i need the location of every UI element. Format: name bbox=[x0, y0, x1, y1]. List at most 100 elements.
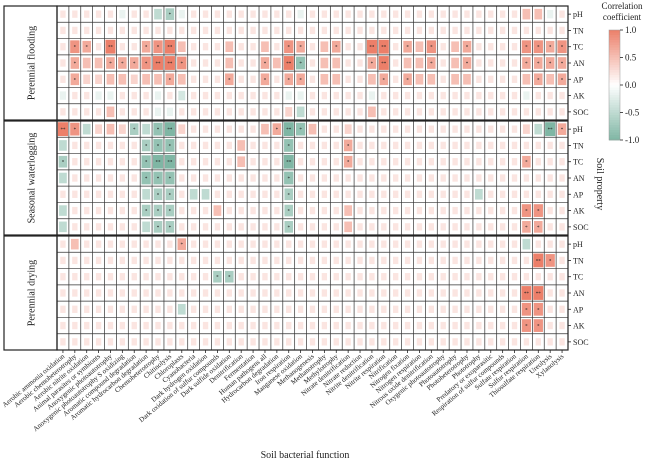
heatmap-cell bbox=[155, 305, 161, 313]
heatmap-mark bbox=[250, 125, 256, 133]
heatmap-cell bbox=[416, 305, 423, 313]
heatmap-mark bbox=[72, 338, 78, 346]
heatmap-mark bbox=[547, 289, 553, 297]
colorbar-step bbox=[609, 110, 620, 113]
heatmap-mark bbox=[131, 273, 137, 281]
heatmap-mark bbox=[72, 256, 78, 265]
heatmap-mark bbox=[119, 91, 126, 100]
heatmap-mark bbox=[284, 221, 293, 233]
significance-mark: * bbox=[145, 144, 148, 149]
heatmap-cell bbox=[179, 289, 185, 297]
heatmap-mark bbox=[452, 108, 458, 116]
heatmap-cell bbox=[202, 321, 209, 330]
heatmap-cell bbox=[261, 123, 269, 135]
heatmap-mark bbox=[545, 122, 556, 137]
heatmap-cell bbox=[535, 190, 541, 198]
panel-1: Perennial flooding** * ** * * ** * * * ** ** * * * * * *… bbox=[3, 5, 589, 121]
heatmap-cell bbox=[190, 10, 197, 18]
heatmap-mark bbox=[154, 91, 162, 100]
heatmap-cell bbox=[333, 174, 339, 182]
heatmap-cell bbox=[95, 91, 102, 100]
heatmap-mark bbox=[178, 124, 186, 134]
heatmap-mark bbox=[250, 43, 256, 51]
heatmap-cell bbox=[286, 305, 292, 313]
heatmap-cell bbox=[499, 305, 506, 313]
heatmap-mark bbox=[226, 190, 232, 198]
heatmap-mark bbox=[321, 91, 328, 100]
heatmap-mark bbox=[60, 338, 66, 346]
heatmap-cell bbox=[357, 91, 363, 100]
heatmap-cell bbox=[511, 338, 518, 346]
significance-mark: * bbox=[561, 128, 564, 133]
heatmap-cell bbox=[118, 73, 127, 85]
colorbar-title-line1: Correlation bbox=[602, 1, 643, 11]
heatmap-mark bbox=[309, 43, 316, 51]
heatmap-cell bbox=[296, 106, 305, 118]
heatmap-mark bbox=[428, 305, 435, 313]
row-label: TN bbox=[573, 256, 584, 265]
heatmap-mark bbox=[297, 305, 304, 313]
heatmap-mark bbox=[357, 321, 363, 330]
heatmap-cell bbox=[321, 26, 328, 35]
heatmap-mark bbox=[250, 141, 256, 150]
heatmap-cell bbox=[226, 125, 232, 133]
heatmap-mark bbox=[95, 190, 102, 198]
heatmap-cell bbox=[131, 91, 137, 100]
heatmap-cell bbox=[95, 124, 103, 134]
heatmap-cell bbox=[84, 206, 90, 215]
heatmap-cell bbox=[167, 289, 173, 297]
heatmap-cell bbox=[499, 158, 506, 166]
heatmap-mark bbox=[499, 125, 506, 133]
heatmap-cell bbox=[297, 26, 304, 35]
heatmap-mark bbox=[155, 26, 161, 35]
heatmap-mark bbox=[559, 26, 565, 35]
heatmap-cell: * bbox=[272, 123, 282, 135]
heatmap-mark bbox=[476, 240, 482, 248]
heatmap-cell bbox=[309, 59, 316, 67]
heatmap-mark bbox=[440, 75, 446, 83]
heatmap-cell bbox=[559, 10, 565, 18]
significance-mark: * bbox=[537, 210, 540, 215]
heatmap-cell bbox=[476, 125, 482, 133]
heatmap-cell bbox=[119, 223, 126, 231]
significance-mark: ** bbox=[167, 62, 173, 67]
heatmap-cell: * bbox=[70, 73, 80, 86]
heatmap-mark bbox=[167, 289, 173, 297]
heatmap-mark bbox=[309, 26, 316, 35]
heatmap-cell bbox=[214, 75, 221, 83]
heatmap-mark bbox=[190, 141, 197, 150]
heatmap-mark bbox=[119, 174, 126, 182]
heatmap-mark bbox=[521, 302, 532, 316]
heatmap-cell: * bbox=[177, 238, 187, 250]
heatmap-cell bbox=[202, 174, 209, 182]
heatmap-cell: * bbox=[70, 122, 80, 136]
heatmap-cell bbox=[440, 206, 446, 215]
heatmap-cell bbox=[274, 26, 280, 35]
heatmap-cell bbox=[345, 75, 351, 83]
heatmap-mark bbox=[177, 41, 186, 53]
heatmap-cell bbox=[82, 57, 91, 69]
heatmap-cell bbox=[404, 10, 411, 18]
heatmap-cell bbox=[60, 190, 66, 198]
heatmap-cell bbox=[559, 338, 565, 346]
heatmap-cell bbox=[488, 158, 494, 166]
heatmap-cell bbox=[452, 240, 458, 248]
heatmap-mark bbox=[440, 91, 446, 100]
heatmap-mark bbox=[416, 108, 423, 116]
heatmap-mark bbox=[262, 174, 268, 182]
heatmap-cell bbox=[154, 8, 162, 20]
row-label: SOC bbox=[573, 223, 589, 232]
heatmap-mark bbox=[238, 59, 244, 67]
heatmap-mark bbox=[404, 91, 411, 100]
heatmap-mark bbox=[545, 57, 555, 69]
heatmap-cell bbox=[226, 223, 232, 231]
heatmap-cell bbox=[214, 91, 221, 100]
heatmap-cell bbox=[309, 91, 316, 100]
heatmap-mark bbox=[381, 289, 387, 297]
heatmap-mark bbox=[190, 26, 197, 35]
heatmap-cell: * bbox=[177, 56, 187, 70]
heatmap-mark bbox=[464, 91, 470, 100]
significance-mark: * bbox=[537, 325, 540, 330]
heatmap-mark bbox=[262, 321, 268, 330]
